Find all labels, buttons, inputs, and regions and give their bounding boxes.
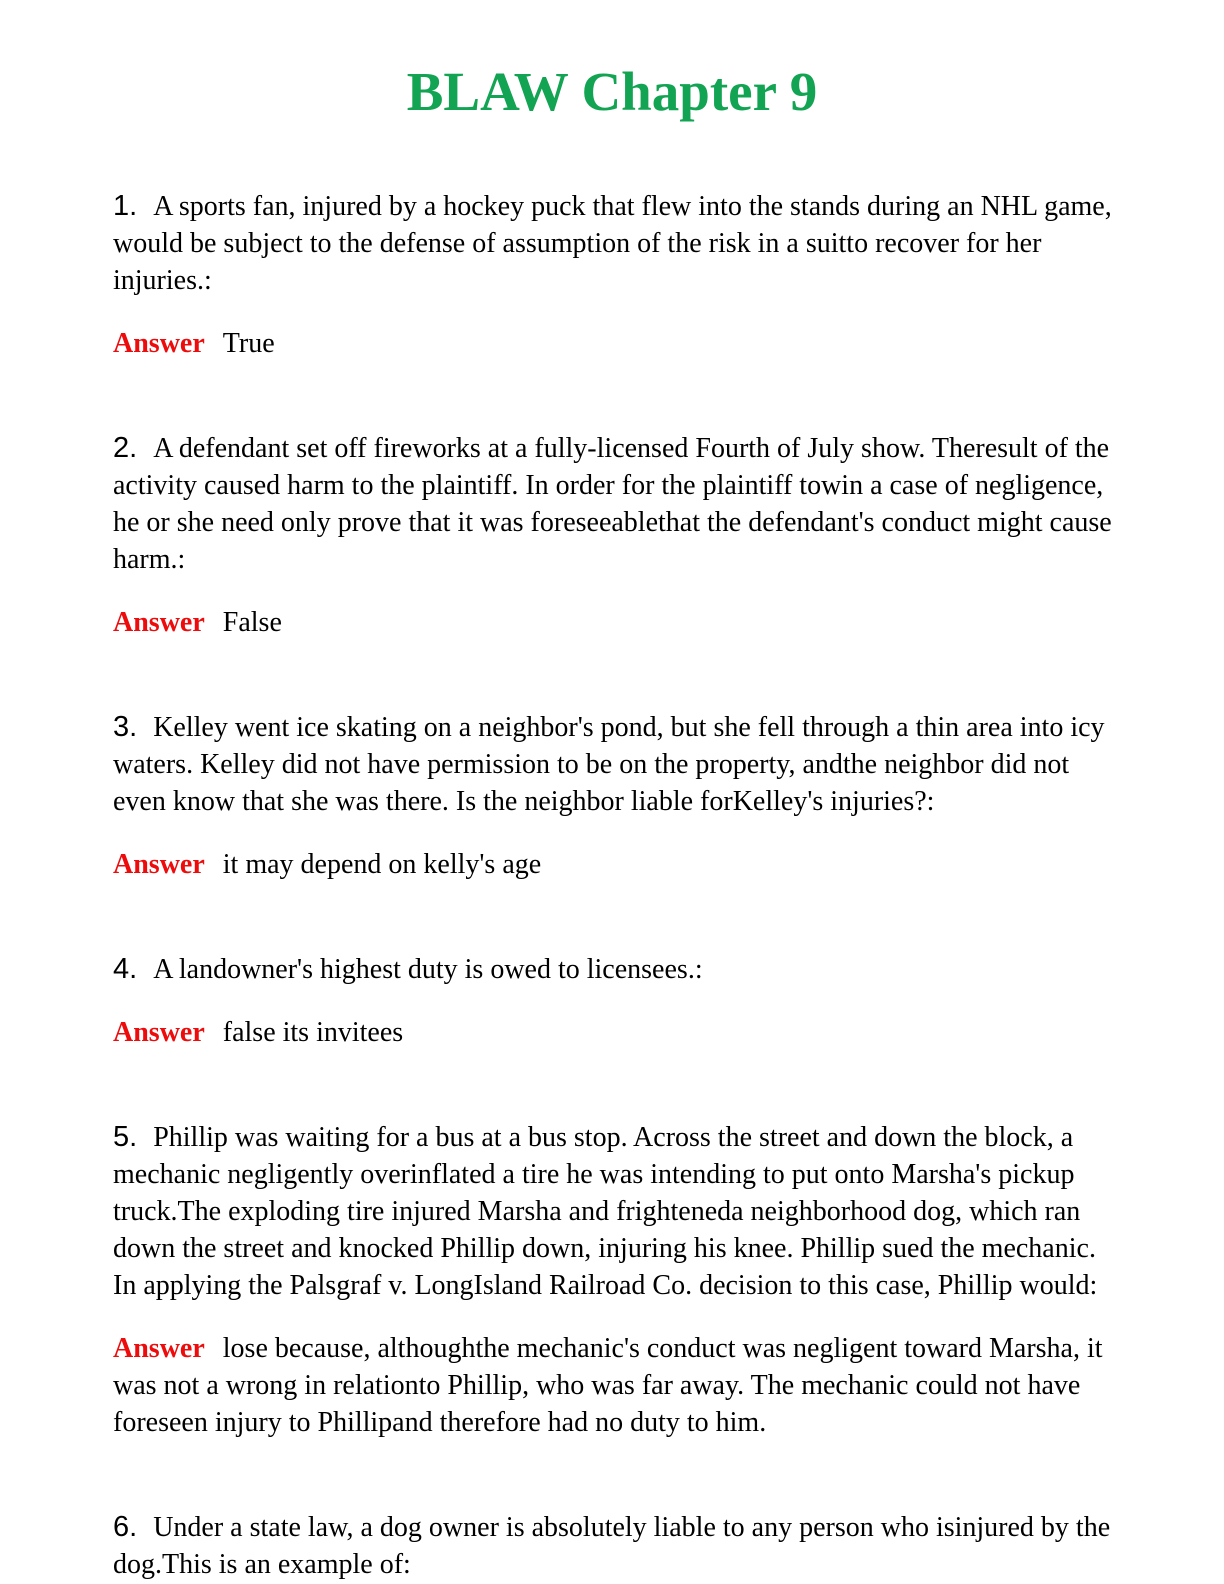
question-4-body: A landowner's highest duty is owed to li… — [153, 954, 703, 985]
question-4-text: 4. A landowner's highest duty is owed to … — [113, 951, 1123, 988]
question-3-text: 3. Kelley went ice skating on a neighbor'… — [113, 709, 1123, 820]
question-block-4: 4. A landowner's highest duty is owed to … — [113, 951, 1124, 1051]
answer-text-5: lose because, althoughthe mechanic's con… — [113, 1333, 1103, 1438]
answer-label-5: Answer — [113, 1333, 205, 1364]
answer-label-2: Answer — [113, 607, 205, 638]
question-1-text: 1. A sports fan, injured by a hockey puck… — [113, 188, 1123, 299]
question-2-text: 2. A defendant set off fireworks at a ful… — [113, 430, 1123, 578]
question-1-number: 1. — [113, 190, 138, 222]
document-title: BLAW Chapter 9 — [406, 61, 818, 122]
question-6-number: 6. — [113, 1511, 138, 1543]
question-block-5: 5. Phillip was waiting for a bus at a bus… — [113, 1119, 1124, 1441]
question-6-body: Under a state law, a dog owner is absolu… — [113, 1512, 1111, 1580]
answer-text-4: false its invitees — [222, 1017, 404, 1048]
question-6-text: 6. Under a state law, a dog owner is abso… — [113, 1509, 1123, 1583]
question-2-number: 2. — [113, 432, 138, 464]
question-3-body: Kelley went ice skating on a neighbor's … — [113, 712, 1105, 817]
answer-line-4: Answer false its invitees — [113, 1014, 1123, 1051]
question-block-6: 6. Under a state law, a dog owner is abso… — [113, 1509, 1124, 1583]
question-2-body: A defendant set off fireworks at a fully… — [113, 433, 1112, 575]
question-1-body: A sports fan, injured by a hockey puck t… — [113, 191, 1112, 296]
question-block-2: 2. A defendant set off fireworks at a ful… — [113, 430, 1124, 641]
answer-line-5: Answer lose because, althoughthe mechanic… — [113, 1330, 1123, 1441]
answer-line-2: Answer False — [113, 604, 1123, 641]
question-5-number: 5. — [113, 1121, 138, 1153]
answer-text-2: False — [222, 607, 282, 638]
answer-line-1: Answer True — [113, 325, 1123, 362]
question-3-number: 3. — [113, 711, 138, 743]
answer-line-3: Answer it may depend on kelly's age — [113, 846, 1123, 883]
question-5-body: Phillip was waiting for a bus at a bus s… — [113, 1122, 1098, 1301]
answer-label-1: Answer — [113, 328, 205, 359]
question-5-text: 5. Phillip was waiting for a bus at a bus… — [113, 1119, 1123, 1304]
answer-label-3: Answer — [113, 849, 205, 880]
question-block-3: 3. Kelley went ice skating on a neighbor'… — [113, 709, 1124, 883]
answer-label-4: Answer — [113, 1017, 205, 1048]
question-4-number: 4. — [113, 953, 138, 985]
question-block-1: 1. A sports fan, injured by a hockey puck… — [113, 188, 1124, 362]
answer-text-3: it may depend on kelly's age — [222, 849, 542, 880]
answer-text-1: True — [222, 328, 275, 359]
